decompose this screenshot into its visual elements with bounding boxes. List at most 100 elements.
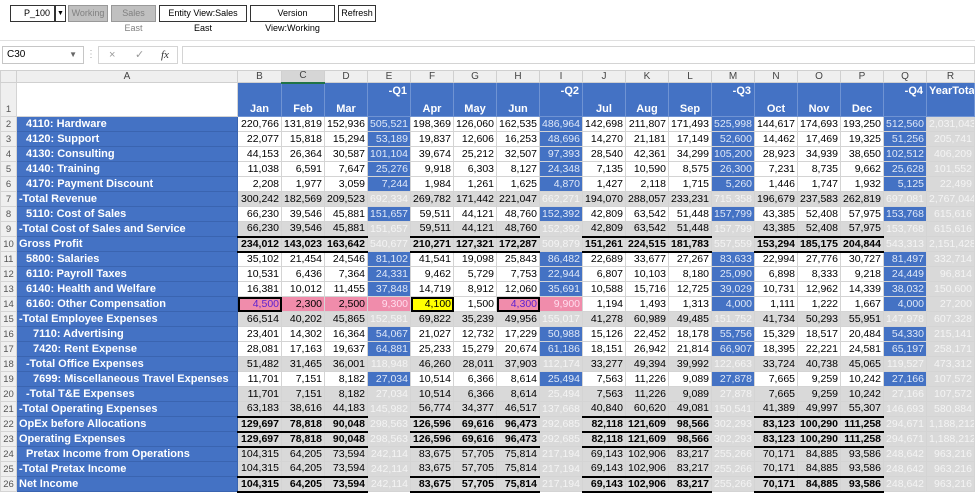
- account-label[interactable]: 4140: Training: [16, 161, 238, 177]
- month-value-cell[interactable]: 210,271: [410, 235, 454, 253]
- quarter-total-cell[interactable]: 9,900: [539, 296, 583, 312]
- quarter-total-cell[interactable]: 53,189: [367, 131, 411, 147]
- month-value-cell[interactable]: 38,650: [840, 146, 884, 162]
- quarter-total-cell[interactable]: 25,628: [883, 161, 927, 177]
- month-value-cell[interactable]: 84,885: [797, 461, 841, 477]
- quarter-total-cell[interactable]: 255,266: [711, 446, 755, 462]
- row-number[interactable]: 24: [0, 446, 17, 462]
- refresh-button[interactable]: Refresh: [338, 5, 376, 22]
- month-value-cell[interactable]: 204,844: [840, 235, 884, 253]
- quarter-total-cell[interactable]: 25,276: [367, 161, 411, 177]
- month-value-cell[interactable]: 19,325: [840, 131, 884, 147]
- year-total-cell[interactable]: 1,188,212: [926, 416, 975, 432]
- month-value-cell[interactable]: 69,822: [410, 311, 454, 327]
- row-number[interactable]: 3: [0, 131, 17, 147]
- year-total-cell[interactable]: 2,031,043: [926, 116, 975, 132]
- month-value-cell[interactable]: 93,586: [840, 461, 884, 477]
- month-value-cell[interactable]: 8,614: [496, 386, 540, 402]
- month-value-cell[interactable]: 12,962: [797, 281, 841, 297]
- month-value-cell[interactable]: 57,975: [840, 221, 884, 237]
- row-number[interactable]: 1: [0, 82, 17, 117]
- quarter-total-cell[interactable]: 54,330: [883, 326, 927, 342]
- quarter-total-cell[interactable]: 298,563: [367, 416, 411, 432]
- quarter-total-cell[interactable]: 112,174: [539, 356, 583, 372]
- year-total-cell[interactable]: 615,616: [926, 221, 975, 237]
- month-value-cell[interactable]: 193,250: [840, 116, 884, 132]
- month-value-cell[interactable]: 44,153: [237, 146, 282, 162]
- month-value-cell[interactable]: 20,484: [840, 326, 884, 342]
- month-value-cell[interactable]: 48,760: [496, 221, 540, 237]
- month-value-cell[interactable]: 198,369: [410, 116, 454, 132]
- column-header-r[interactable]: R: [926, 70, 975, 83]
- quarter-total-cell[interactable]: 540,677: [367, 236, 411, 252]
- month-value-cell[interactable]: 21,454: [281, 251, 325, 267]
- quarter-total-cell[interactable]: 101,104: [367, 146, 411, 162]
- month-value-cell[interactable]: 237,583: [797, 191, 841, 207]
- quarter-total-cell[interactable]: 145,982: [367, 401, 411, 417]
- quarter-total-cell[interactable]: 242,114: [367, 461, 411, 477]
- month-value-cell[interactable]: 4,300: [496, 296, 540, 312]
- month-value-cell[interactable]: 24,546: [324, 251, 368, 267]
- account-label[interactable]: -Total Employee Expenses: [16, 311, 238, 327]
- month-value-cell[interactable]: 14,270: [582, 131, 626, 147]
- quarter-total-cell[interactable]: 25,494: [539, 371, 583, 387]
- month-value-cell[interactable]: 96,473: [496, 415, 540, 433]
- quarter-total-cell[interactable]: 137,668: [539, 401, 583, 417]
- month-value-cell[interactable]: 64,205: [281, 446, 325, 462]
- year-total-cell[interactable]: 1,188,212: [926, 431, 975, 447]
- month-value-cell[interactable]: 1,932: [840, 176, 884, 192]
- month-value-cell[interactable]: 6,591: [281, 161, 325, 177]
- month-value-cell[interactable]: 42,809: [582, 221, 626, 237]
- quarter-total-cell[interactable]: 22,944: [539, 266, 583, 282]
- month-value-cell[interactable]: 104,315: [237, 461, 282, 477]
- month-value-cell[interactable]: 172,287: [496, 235, 540, 253]
- month-value-cell[interactable]: 18,151: [582, 341, 626, 357]
- month-value-cell[interactable]: 211,807: [625, 116, 669, 132]
- month-value-cell[interactable]: 221,047: [496, 191, 540, 207]
- month-value-cell[interactable]: 52,408: [797, 221, 841, 237]
- month-value-cell[interactable]: 10,514: [410, 386, 454, 402]
- year-total-cell[interactable]: 150,600: [926, 281, 975, 297]
- month-value-cell[interactable]: 104,315: [237, 446, 282, 462]
- month-value-cell[interactable]: 262,819: [840, 191, 884, 207]
- month-value-cell[interactable]: 11,226: [625, 386, 669, 402]
- name-box[interactable]: C30 ▼: [2, 46, 84, 64]
- quarter-total-cell[interactable]: 662,271: [539, 191, 583, 207]
- account-label[interactable]: -Total T&E Expenses: [16, 386, 238, 402]
- month-value-cell[interactable]: 33,277: [582, 356, 626, 372]
- month-value-cell[interactable]: 18,395: [754, 341, 798, 357]
- quarter-total-cell[interactable]: 697,081: [883, 191, 927, 207]
- row-number[interactable]: 14: [0, 296, 17, 312]
- quarter-total-cell[interactable]: 242,114: [367, 446, 411, 462]
- month-value-cell[interactable]: 1,222: [797, 296, 841, 312]
- quarter-total-cell[interactable]: 509,879: [539, 236, 583, 252]
- month-value-cell[interactable]: 6,436: [281, 266, 325, 282]
- month-value-cell[interactable]: 152,936: [324, 116, 368, 132]
- quarter-total-cell[interactable]: 54,067: [367, 326, 411, 342]
- scenario-input[interactable]: P_100: [10, 5, 55, 22]
- quarter-total-cell[interactable]: 27,034: [367, 386, 411, 402]
- row-number[interactable]: 11: [0, 251, 17, 267]
- period-header[interactable]: Dec: [840, 82, 884, 117]
- quarter-total-cell[interactable]: 151,657: [367, 206, 411, 222]
- month-value-cell[interactable]: 82,118: [582, 415, 626, 433]
- quarter-total-cell[interactable]: 97,393: [539, 146, 583, 162]
- month-value-cell[interactable]: 1,715: [668, 176, 712, 192]
- spreadsheet-grid[interactable]: A B C D E F G H I J K L M N O P Q R 1 Jan Feb Mar -Q1 Apr May Jun…: [0, 70, 975, 493]
- month-value-cell[interactable]: 60,620: [625, 401, 669, 417]
- month-value-cell[interactable]: 11,038: [237, 161, 282, 177]
- month-value-cell[interactable]: 209,523: [324, 191, 368, 207]
- quarter-total-cell[interactable]: 147,978: [883, 311, 927, 327]
- month-value-cell[interactable]: 7,231: [754, 161, 798, 177]
- year-total-cell[interactable]: 2,151,428: [926, 236, 975, 252]
- month-value-cell[interactable]: 51,448: [668, 221, 712, 237]
- quarter-total-cell[interactable]: 102,512: [883, 146, 927, 162]
- row-number[interactable]: 22: [0, 416, 17, 432]
- period-header[interactable]: -Q3: [711, 82, 755, 117]
- month-value-cell[interactable]: 129,697: [237, 415, 282, 433]
- month-value-cell[interactable]: 90,048: [324, 430, 368, 448]
- cancel-icon[interactable]: ×: [109, 49, 116, 61]
- month-value-cell[interactable]: 100,290: [797, 415, 841, 433]
- column-header-c[interactable]: C: [281, 70, 325, 84]
- month-value-cell[interactable]: 126,060: [453, 116, 497, 132]
